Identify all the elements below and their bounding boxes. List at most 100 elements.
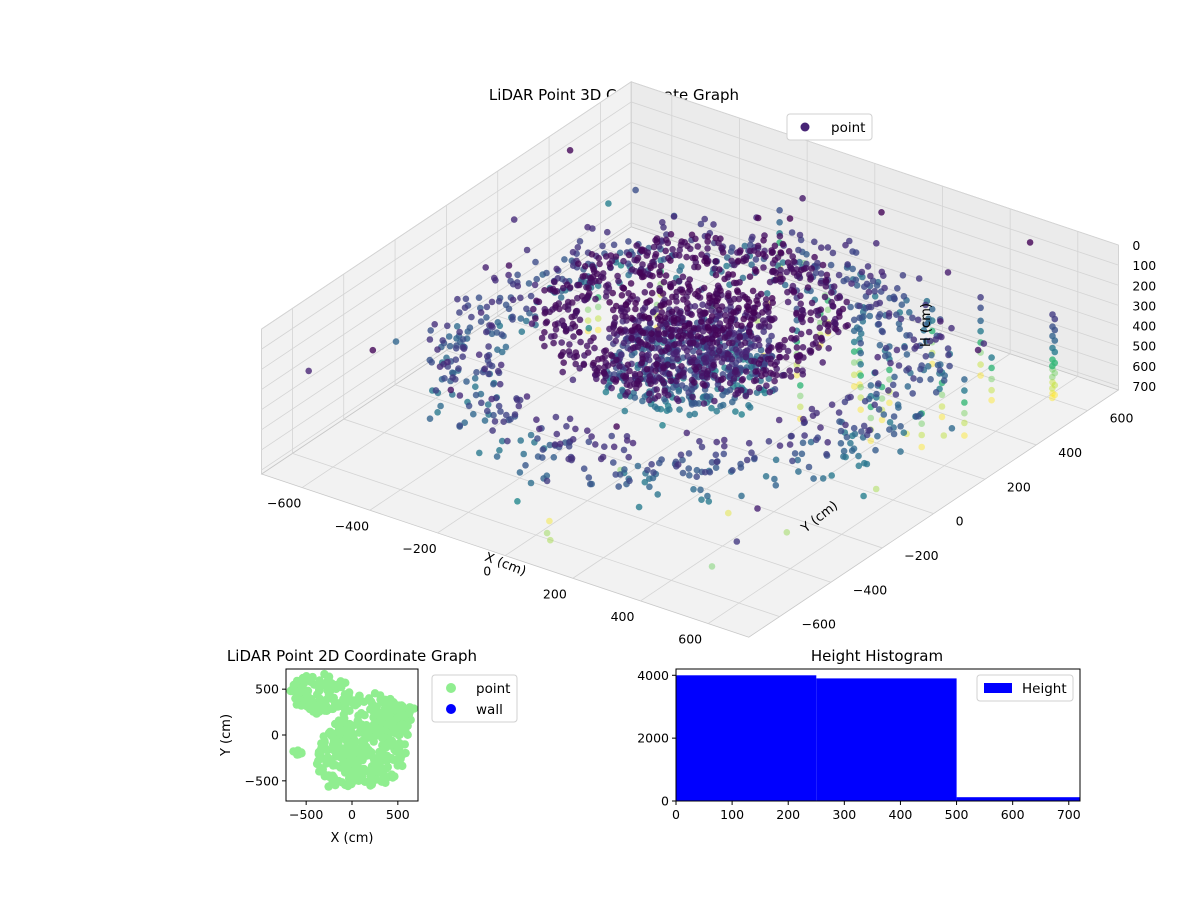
plot3d-point [490,411,497,419]
plot3d-point [646,281,654,289]
plot3d-point [392,338,400,345]
plot3d-point [809,341,817,348]
plot3d-point [507,416,514,423]
plot3d-point [566,284,574,291]
plot3d-point [694,333,701,340]
plot3d-point [563,423,570,430]
plot2d-point [349,740,358,750]
plot3d-point [461,304,469,312]
plot3d-ztick-label: 500 [1132,339,1156,354]
plot3d-point [790,269,798,276]
plot3d-point [783,529,791,536]
plot2d-ticks: −500 0 500 −500 0 500 [245,682,410,822]
plot3d-point [755,336,762,344]
plot3d-point [736,334,744,341]
plot3d-point [648,336,656,343]
plot3d-point [988,364,995,372]
plot3d-point [588,433,595,440]
plot3d-point [823,271,831,279]
plot3d-point [843,298,850,306]
plot3d-point [906,332,913,339]
plot3d-point [817,306,825,314]
plot3d-point [595,277,603,285]
plot3d-point [974,346,982,354]
plot3d-point [710,361,717,369]
plot3d-point [814,311,822,319]
plot3d-legend-label: point [831,120,865,136]
plot3d-point [639,397,646,405]
plot3d-point [681,322,689,330]
plot3d-point [915,413,922,420]
plot3d-point [927,376,934,383]
plot3d-point [518,328,526,336]
plot3d-point [822,277,830,284]
plot3d-point [1051,391,1059,399]
plot3d-point [793,309,800,317]
plot3d-point [811,253,818,261]
plot3d-point [685,283,693,290]
plot2d-point [380,752,389,761]
plot2d-point [287,686,297,696]
plot3d-point [615,277,622,285]
plot2d-point [329,742,339,751]
plot2d-point [313,690,322,699]
plot3d-point [715,347,723,355]
plot3d-point [653,238,661,246]
plot3d-point [610,241,618,249]
plot3d-point [626,382,634,390]
plot3d-point [465,402,473,410]
plot3d-point [675,388,683,395]
plot3d-point [597,455,605,463]
plot3d-point [762,296,770,303]
plot3d-point [704,233,712,240]
plot3d-ytick-label: −200 [904,548,938,563]
plot3d-point [686,331,694,339]
plot3d-point [573,352,580,360]
plot3d-point [639,306,647,314]
plot3d-point [628,351,636,359]
plot3d-point [749,287,757,295]
plot3d-point [849,265,856,273]
plot3d-point [786,441,794,448]
plot3d-point [601,443,608,451]
histogram: Height Histogram 0 100 200 300 400 500 600 7000… [637,647,1081,822]
plot3d-point [717,287,724,295]
plot3d-point [830,318,838,326]
plot3d-point [803,251,810,258]
plot3d-point [475,351,483,359]
plot3d-point [938,333,945,341]
plot3d-point [607,252,615,259]
plot3d-point [988,386,995,394]
plot3d-point [552,326,560,333]
plot3d-point [785,248,793,255]
plot3d-point [928,351,935,359]
plot2d-point [359,697,369,706]
plot2d-point [303,674,313,684]
plot2d-point [362,721,371,730]
plot3d-point [695,287,702,295]
plot3d-point [874,432,881,440]
plot3d-point [822,283,830,290]
plot3d-point [842,241,849,249]
plot3d-point [570,333,577,340]
plot3d-point [514,498,521,505]
plot3d-point [710,221,717,228]
plot3d-point [896,325,903,333]
plot3d-point [618,292,626,299]
plot3d-point [988,396,995,404]
plot2d-point [364,727,373,736]
plot3d-point [737,247,744,254]
histogram-bar [956,797,1080,801]
plot3d-point [688,231,696,239]
plot2d-point [360,711,369,720]
plot3d-point [580,465,588,473]
plot3d-point [523,305,530,313]
plot3d-point [916,376,924,384]
plot3d-point [584,317,592,324]
plot3d-point [596,260,603,268]
plot3d-point [553,265,560,273]
plot3d-point [799,439,807,447]
plot3d-point [922,321,929,329]
plot3d-point [557,294,565,301]
plot3d-point [700,400,708,407]
